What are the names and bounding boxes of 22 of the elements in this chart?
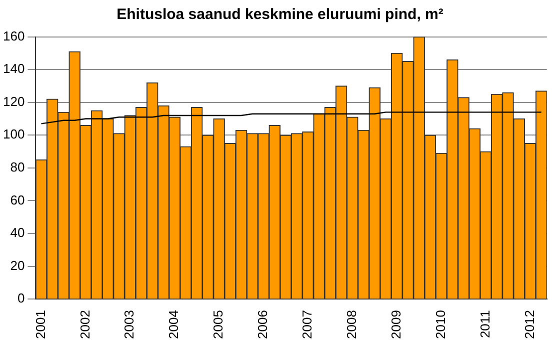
x-tick-label: 2005 (210, 310, 226, 339)
x-tick-label: 2001 (32, 310, 48, 339)
x-tick-label: 2002 (77, 310, 92, 339)
y-tick-label: 0 (17, 290, 25, 306)
y-tick-label: 40 (10, 225, 25, 240)
x-tick-label: 2008 (344, 310, 359, 339)
y-tick-label: 100 (2, 126, 25, 142)
y-tick-label: 140 (2, 61, 25, 76)
x-tick-label: 2004 (166, 310, 182, 339)
x-tick-label: 2003 (122, 310, 137, 339)
x-tick-label: 2007 (300, 310, 315, 339)
y-tick-label: 120 (2, 94, 25, 109)
x-tick-label: 2011 (477, 310, 492, 338)
y-tick-label: 160 (2, 28, 25, 44)
x-tick-label: 2009 (388, 310, 404, 339)
y-tick-label: 20 (10, 258, 25, 273)
x-tick-label: 2006 (255, 310, 270, 339)
chart-title: Ehitusloa saanud keskmine eluruumi pind, m² (116, 5, 444, 25)
y-tick-label: 80 (10, 160, 25, 175)
x-tick-label: 2012 (522, 310, 537, 339)
y-tick-label: 60 (10, 192, 25, 208)
x-tick-label: 2010 (432, 310, 448, 339)
